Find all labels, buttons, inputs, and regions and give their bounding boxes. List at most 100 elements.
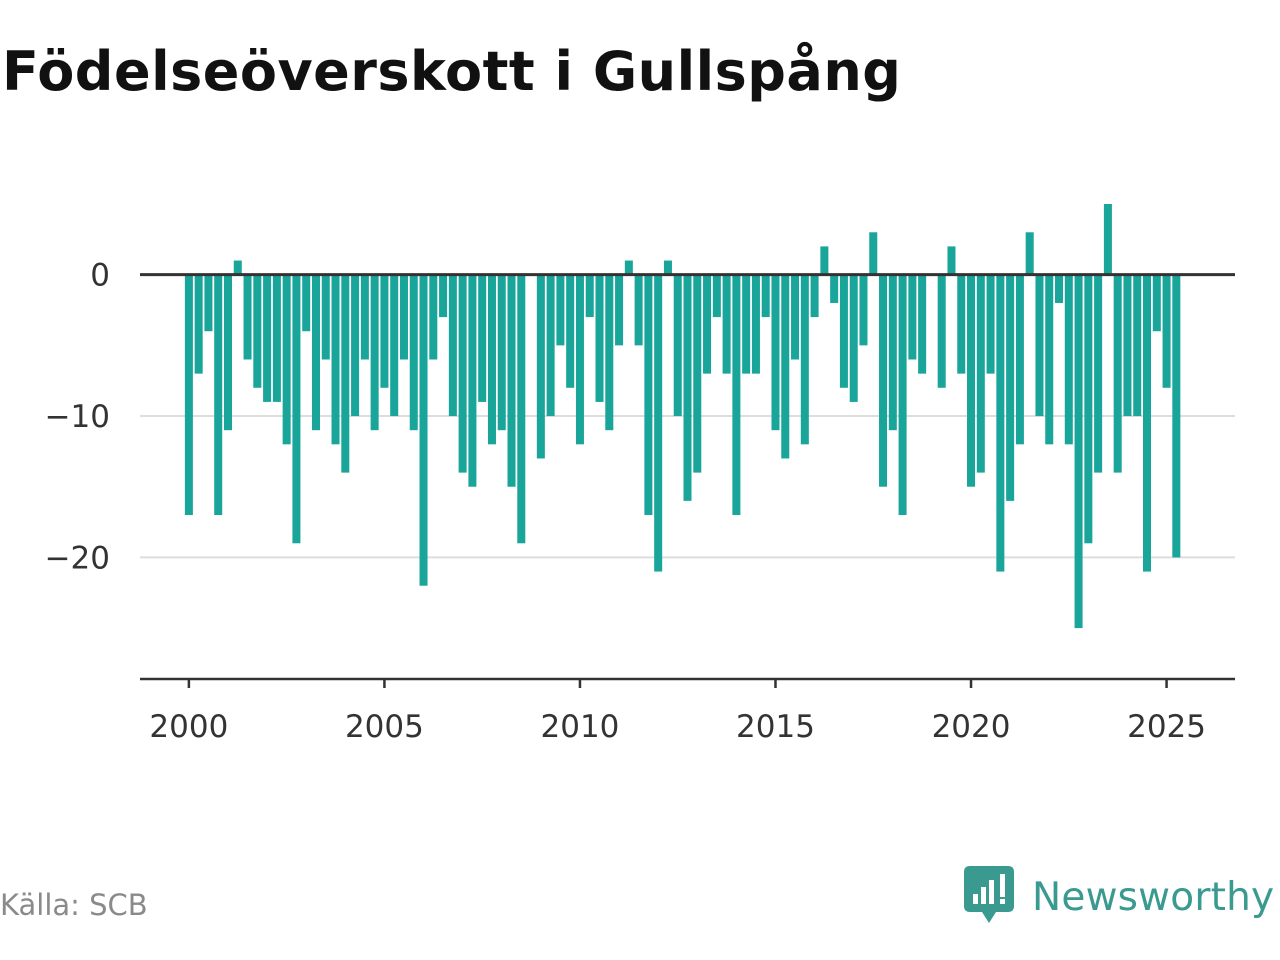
bar xyxy=(888,274,897,431)
bar xyxy=(507,274,516,487)
bar xyxy=(448,274,457,417)
bar xyxy=(918,274,927,374)
bar xyxy=(957,274,966,374)
bar xyxy=(390,274,399,417)
bar xyxy=(615,274,624,346)
bar xyxy=(859,274,868,346)
x-tick-label: 2010 xyxy=(541,709,620,745)
y-tick-labels: 0 −10 −20 xyxy=(45,258,110,577)
bar xyxy=(468,274,477,487)
bar xyxy=(556,274,565,346)
bar xyxy=(967,274,976,487)
bar xyxy=(204,274,213,332)
chart-title: Födelseöverskott i Gullspång xyxy=(2,40,902,103)
bar xyxy=(605,274,614,431)
bar xyxy=(810,274,819,318)
bar xyxy=(194,274,203,374)
axes xyxy=(140,273,1235,688)
bar xyxy=(1103,204,1112,275)
bar xyxy=(380,274,389,388)
brand-name[interactable]: Newsworthy xyxy=(1032,874,1275,920)
x-tick-label: 2025 xyxy=(1127,709,1206,745)
bar xyxy=(1113,274,1122,473)
bar xyxy=(184,274,193,516)
bar xyxy=(409,274,418,431)
bar xyxy=(351,274,360,417)
bar xyxy=(937,274,946,388)
bar xyxy=(624,260,633,275)
bar xyxy=(996,274,1005,572)
bar xyxy=(1064,274,1073,445)
bar xyxy=(908,274,917,360)
bar-chart-speech-bubble-icon xyxy=(964,866,1014,928)
bar xyxy=(751,274,760,374)
brand-logo[interactable]: Newsworthy xyxy=(964,866,1274,928)
bar xyxy=(712,274,721,318)
bar xyxy=(732,274,741,516)
bar xyxy=(1152,274,1161,332)
bar xyxy=(654,274,663,572)
bar xyxy=(1055,274,1064,303)
bar xyxy=(879,274,888,487)
bar xyxy=(370,274,379,431)
bar xyxy=(1045,274,1054,445)
bar xyxy=(839,274,848,388)
bar xyxy=(1025,232,1034,275)
bar xyxy=(820,246,829,275)
bar xyxy=(1143,274,1152,572)
bar xyxy=(478,274,487,402)
x-tick-label: 2020 xyxy=(932,709,1011,745)
bar xyxy=(263,274,272,402)
bar xyxy=(1123,274,1132,417)
bar xyxy=(536,274,545,459)
bar xyxy=(595,274,604,402)
bar xyxy=(566,274,575,388)
source-note: Källa: SCB xyxy=(0,888,148,922)
bar xyxy=(1133,274,1142,417)
bar xyxy=(321,274,330,360)
bar xyxy=(771,274,780,431)
bar xyxy=(898,274,907,516)
bar xyxy=(683,274,692,501)
y-tick-label: 0 xyxy=(90,258,110,294)
bar xyxy=(1172,274,1181,558)
bar xyxy=(976,274,985,473)
bar xyxy=(1084,274,1093,544)
bar xyxy=(830,274,839,303)
y-tick-label: −10 xyxy=(45,399,110,435)
bar xyxy=(439,274,448,318)
bar xyxy=(311,274,320,431)
bar xyxy=(546,274,555,417)
bar xyxy=(986,274,995,374)
bar xyxy=(849,274,858,402)
bar xyxy=(282,274,291,445)
y-tick-label: −20 xyxy=(45,540,110,576)
x-tick-label: 2015 xyxy=(736,709,815,745)
bar xyxy=(703,274,712,374)
bar xyxy=(253,274,262,388)
bar xyxy=(233,260,242,275)
bar xyxy=(644,274,653,516)
bar xyxy=(800,274,809,445)
bar xyxy=(663,260,672,275)
bar xyxy=(869,232,878,275)
bar xyxy=(585,274,594,318)
bar xyxy=(487,274,496,445)
bar xyxy=(517,274,526,544)
bar xyxy=(1035,274,1044,417)
bar xyxy=(1006,274,1015,501)
bar xyxy=(947,246,956,275)
bar xyxy=(1015,274,1024,445)
bar xyxy=(791,274,800,360)
x-tick-labels: 2000 2005 2010 2015 2020 2025 xyxy=(149,709,1206,745)
bar xyxy=(292,274,301,544)
bar xyxy=(399,274,408,360)
bar xyxy=(223,274,232,431)
bar xyxy=(341,274,350,473)
bar xyxy=(497,274,506,431)
bar xyxy=(360,274,369,360)
bar xyxy=(458,274,467,473)
bar xyxy=(331,274,340,445)
bar xyxy=(272,274,281,402)
bars xyxy=(184,204,1181,629)
